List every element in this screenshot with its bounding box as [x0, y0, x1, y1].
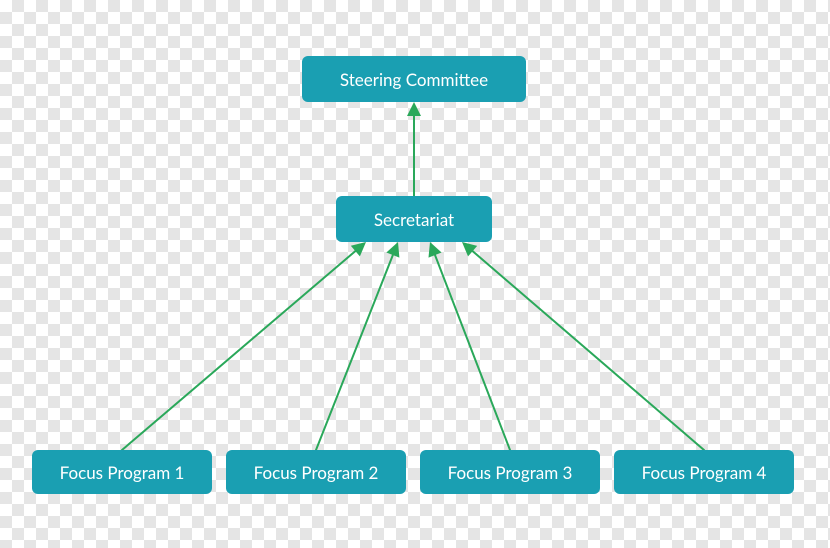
node-secretariat: Secretariat: [336, 196, 492, 242]
node-label: Focus Program 3: [448, 462, 573, 483]
node-focus-program-1: Focus Program 1: [32, 450, 212, 494]
node-label: Focus Program 2: [254, 462, 379, 483]
node-steering-committee: Steering Committee: [302, 56, 526, 102]
node-focus-program-4: Focus Program 4: [614, 450, 794, 494]
node-label: Focus Program 4: [642, 462, 767, 483]
node-label: Focus Program 1: [60, 462, 185, 483]
node-label: Steering Committee: [340, 69, 488, 90]
node-focus-program-2: Focus Program 2: [226, 450, 406, 494]
node-focus-program-3: Focus Program 3: [420, 450, 600, 494]
node-label: Secretariat: [374, 209, 454, 230]
diagram-canvas: Steering Committee Secretariat Focus Pro…: [0, 0, 830, 548]
